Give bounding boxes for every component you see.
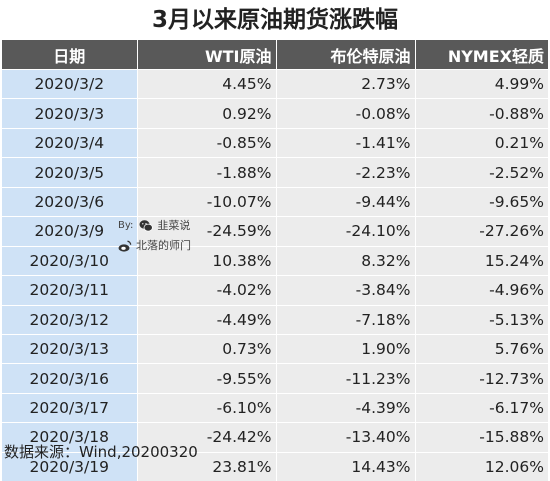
table-row: 2020/3/12 -4.49% -7.18% -5.13% [2,304,548,335]
wti-cell: -0.85% [136,127,276,158]
brent-cell: -11.23% [275,363,415,394]
nymex-cell: -27.26% [414,216,548,247]
header-brent: 布伦特原油 [275,40,415,70]
wti-cell: 4.45% [136,68,276,99]
wti-cell: -9.55% [136,363,276,394]
nymex-cell: 15.24% [414,245,548,276]
date-cell: 2020/3/12 [2,304,137,335]
brent-cell: -4.39% [275,392,415,423]
nymex-cell: 5.76% [414,333,548,364]
nymex-cell: -6.17% [414,392,548,423]
brent-cell: -1.41% [275,127,415,158]
header-row: 日期 WTI原油 布伦特原油 NYMEX轻质 [2,40,548,70]
wti-cell: -4.02% [136,275,276,305]
wti-cell: -4.49% [136,304,276,335]
oil-futures-table: 日期 WTI原油 布伦特原油 NYMEX轻质 2020/3/2 4.45% 2.73… [2,40,548,481]
date-cell: 2020/3/6 [2,186,137,217]
nymex-cell: 0.21% [414,127,548,158]
table-row: 2020/3/10 10.38% 8.32% 15.24% [2,245,548,276]
brent-cell: 14.43% [275,451,415,481]
wti-cell: -24.42% [136,422,276,453]
table-row: 2020/3/5 -1.88% -2.23% -2.52% [2,157,548,188]
brent-cell: -9.44% [275,186,415,217]
nymex-cell: -4.96% [414,275,548,305]
wechat-icon [139,220,154,232]
weibo-icon [118,240,132,252]
watermark-wechat-name: 韭菜说 [157,219,191,232]
wti-cell: 0.92% [136,98,276,129]
nymex-cell: -15.88% [414,422,548,453]
nymex-cell: -12.73% [414,363,548,394]
date-cell: 2020/3/9 [2,216,137,247]
brent-cell: -0.08% [275,98,415,129]
header-wti: WTI原油 [136,40,276,70]
nymex-cell: 12.06% [414,451,548,481]
date-cell: 2020/3/2 [2,68,137,99]
nymex-cell: -9.65% [414,186,548,217]
data-source-note: 数据来源：Wind,20200320 [4,443,198,461]
date-cell: 2020/3/10 [2,245,137,276]
table-row: 2020/3/6 -10.07% -9.44% -9.65% [2,186,548,217]
brent-cell: -13.40% [275,422,415,453]
wti-cell: -6.10% [136,392,276,423]
nymex-cell: 4.99% [414,68,548,99]
watermark-wechat-row: By: 韭菜说 [118,216,191,236]
brent-cell: 8.32% [275,245,415,276]
brent-cell: 2.73% [275,68,415,99]
date-cell: 2020/3/16 [2,363,137,394]
table-row: 2020/3/18 -24.42% -13.40% -15.88% [2,422,548,453]
watermark-weibo-name: 北落的师门 [136,239,191,252]
header-date: 日期 [2,40,137,70]
table-row: 2020/3/4 -0.85% -1.41% 0.21% [2,127,548,158]
date-cell: 2020/3/11 [2,275,137,305]
date-cell: 2020/3/18 [2,422,137,453]
date-cell: 2020/3/5 [2,157,137,188]
table-row: 2020/3/16 -9.55% -11.23% -12.73% [2,363,548,394]
wti-cell: -24.59% [136,216,276,247]
date-cell: 2020/3/4 [2,127,137,158]
table-row: 2020/3/17 -6.10% -4.39% -6.17% [2,392,548,423]
watermark: By: 韭菜说 北落的师门 [118,216,191,256]
table-row: 2020/3/9 -24.59% -24.10% -27.26% [2,216,548,247]
wti-cell: 10.38% [136,245,276,276]
brent-cell: -24.10% [275,216,415,247]
table-title: 3月以来原油期货涨跌幅 [151,7,398,33]
table-row: 2020/3/11 -4.02% -3.84% -4.96% [2,275,548,305]
date-cell: 2020/3/3 [2,98,137,129]
nymex-cell: -2.52% [414,157,548,188]
watermark-by: By: [118,220,134,231]
brent-cell: -2.23% [275,157,415,188]
nymex-cell: -0.88% [414,98,548,129]
wti-cell: -10.07% [136,186,276,217]
brent-cell: -7.18% [275,304,415,335]
table-row: 2020/3/2 4.45% 2.73% 4.99% [2,68,548,99]
wti-cell: 0.73% [136,333,276,364]
brent-cell: 1.90% [275,333,415,364]
watermark-weibo-row: 北落的师门 [118,236,191,256]
date-cell: 2020/3/13 [2,333,137,364]
wti-cell: -1.88% [136,157,276,188]
nymex-cell: -5.13% [414,304,548,335]
table-row: 2020/3/13 0.73% 1.90% 5.76% [2,333,548,364]
table-row: 2020/3/3 0.92% -0.08% -0.88% [2,98,548,129]
brent-cell: -3.84% [275,275,415,305]
date-cell: 2020/3/17 [2,392,137,423]
header-nymex: NYMEX轻质 [414,40,548,70]
